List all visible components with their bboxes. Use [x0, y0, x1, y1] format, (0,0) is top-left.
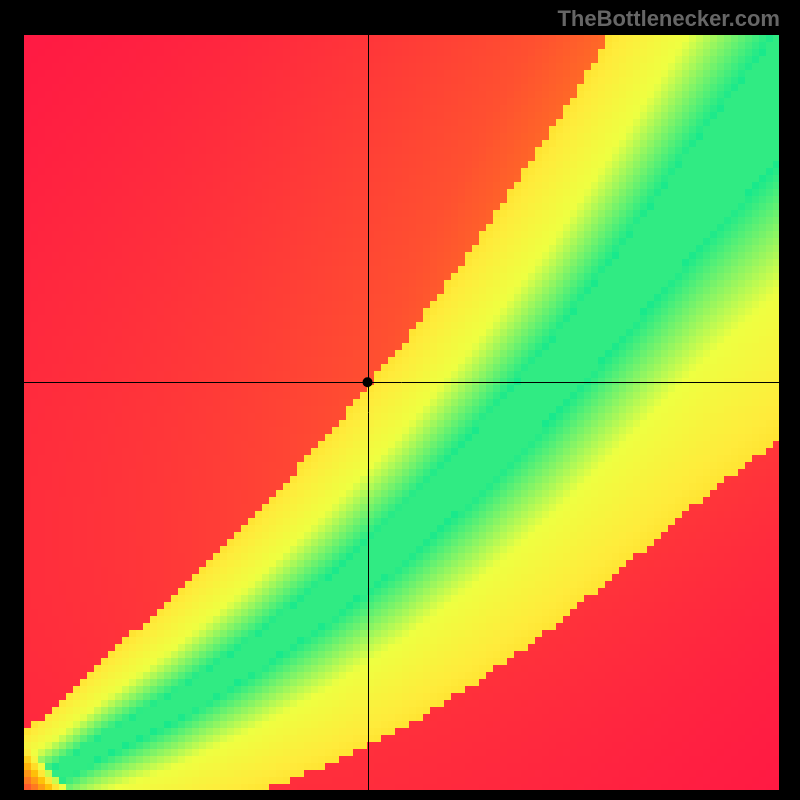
chart-container: TheBottlenecker.com	[0, 0, 800, 800]
watermark-text: TheBottlenecker.com	[557, 6, 780, 32]
heatmap-canvas	[0, 0, 800, 800]
